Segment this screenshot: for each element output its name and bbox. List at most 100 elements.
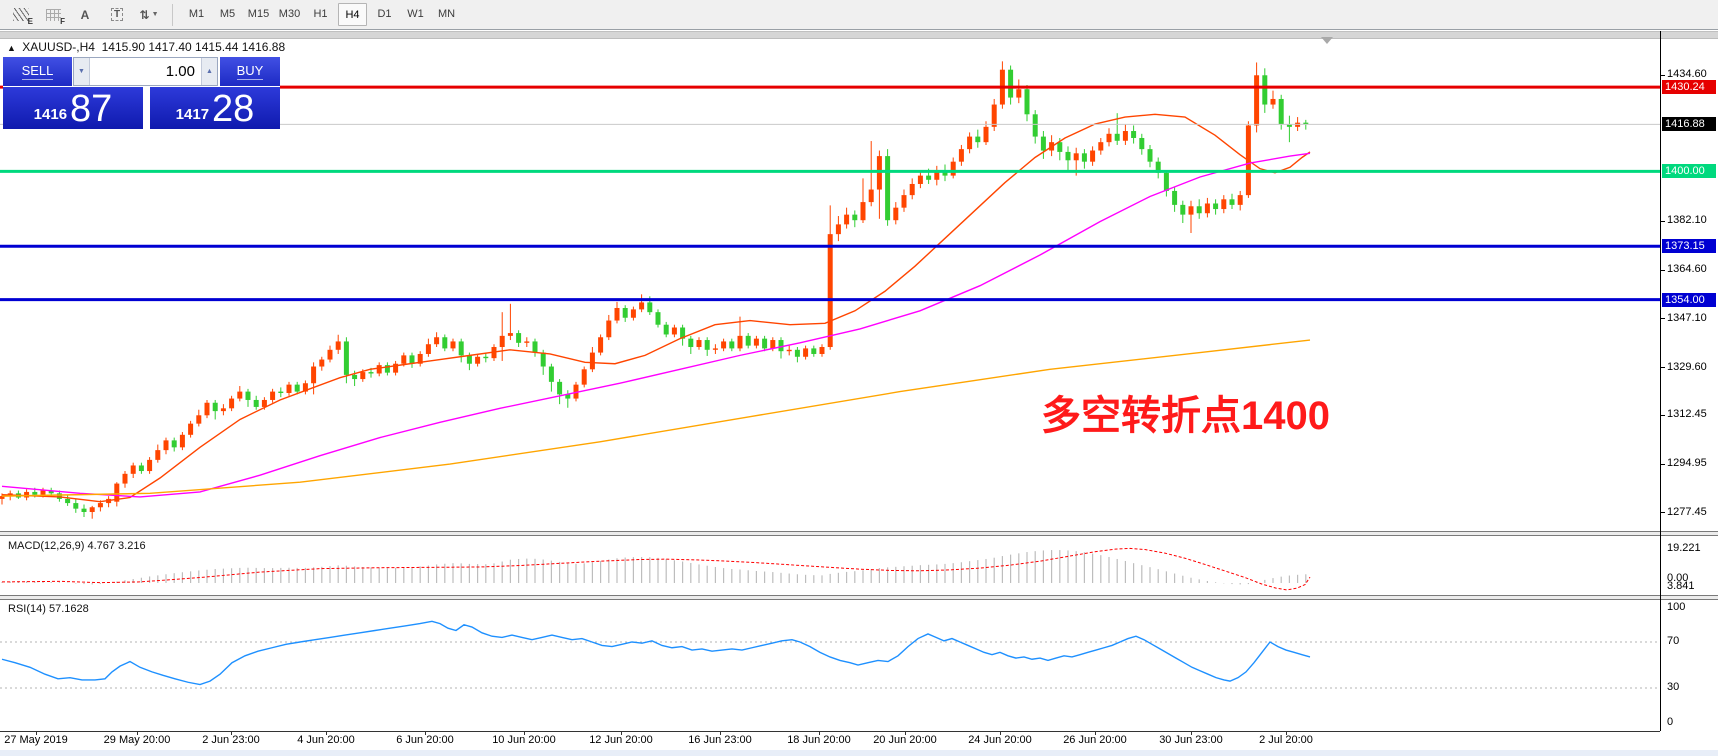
sell-price-pips: 87 [70,88,113,130]
chart-scrollbar[interactable] [0,31,1718,39]
hatch-glyph [13,8,29,21]
price-tick-mark [1660,414,1665,416]
volume-increase-button[interactable]: ▲ [201,58,217,85]
text-a-icon[interactable]: A [72,4,98,26]
time-tick-label: 2 Jul 20:00 [1259,734,1313,746]
rsi-scale-label: 30 [1667,681,1680,693]
rsi-label: RSI(14) 57.1628 [8,603,89,615]
time-tick-mark [1095,731,1096,735]
time-tick-mark [137,731,138,735]
time-tick-label: 24 Jun 20:00 [968,734,1032,746]
time-tick-mark [621,731,622,735]
rsi-scale-label: 100 [1667,600,1686,613]
timeframe-button-d1[interactable]: D1 [377,7,392,20]
one-click-trade-panel: SELL ▼ 1.00 ▲ BUY 1416 87 1417 28 [3,57,280,129]
buy-price-pips: 28 [212,88,255,130]
symbol-ohlc-values: 1415.90 1417.40 1415.44 1416.88 [101,40,286,54]
icon-sub-f: F [60,16,65,26]
timeframe-button-h1[interactable]: H1 [313,7,328,20]
price-tick-label: 1294.95 [1667,457,1707,470]
time-tick-label: 6 Jun 20:00 [396,734,454,746]
time-tick-mark [1286,731,1287,735]
volume-decrease-button[interactable]: ▼ [74,58,90,85]
price-tick-mark [1660,512,1665,514]
price-level-label: 1400.00 [1662,164,1716,179]
time-tick-label: 20 Jun 20:00 [873,734,937,746]
chart-shift-marker-icon[interactable] [1321,37,1333,44]
price-tick-mark [1660,318,1665,320]
buy-price-display[interactable]: 1417 28 [150,87,280,129]
time-tick-mark [1000,731,1001,735]
chevron-down-icon[interactable]: ▼ [151,11,159,18]
time-tick-mark [231,731,232,735]
rsi-line [1,620,1311,686]
price-tick-mark [1660,74,1665,76]
time-tick-mark [425,731,426,735]
time-axis-border [0,731,1660,732]
buy-button[interactable]: BUY [220,57,280,86]
t-glyph: T [110,8,124,21]
volume-input[interactable]: 1.00 [165,63,195,80]
time-tick-mark [524,731,525,735]
time-tick-label: 27 May 2019 [4,734,68,746]
price-tick-label: 1347.10 [1667,311,1707,324]
time-tick-mark [1191,731,1192,735]
rsi-scale-label: 70 [1667,635,1680,647]
ma-fast [1,113,1311,503]
time-tick-label: 18 Jun 20:00 [787,734,851,746]
volume-stepper: ▼ 1.00 ▲ [73,57,218,86]
trade-panel-price-row: 1416 87 1417 28 [3,87,280,129]
time-tick-mark [720,731,721,735]
time-tick-mark [819,731,820,735]
macd-scale-min: 3.841 [1667,580,1695,592]
collapse-triangle-icon[interactable]: ▲ [7,43,16,53]
timeframe-button-m1[interactable]: M1 [188,7,205,20]
sort-arrows-icon[interactable]: ⇅ ▼ [136,4,162,26]
time-tick-mark [36,731,37,735]
window-bottom-strip [0,750,1718,756]
ma-slow [1,339,1311,497]
sell-button-label: SELL [21,63,54,80]
main-macd-separator[interactable] [0,531,1718,536]
grid-f-icon[interactable]: F [40,4,66,26]
symbol-header: ▲ XAUUSD-,H4 1415.90 1417.40 1415.44 141… [7,40,285,54]
timeframe-button-h4[interactable]: H4 [338,3,367,26]
price-level-label: 1430.24 [1662,80,1716,95]
time-tick-label: 12 Jun 20:00 [589,734,653,746]
window-top-border [0,29,1718,30]
time-tick-label: 2 Jun 23:00 [202,734,260,746]
buy-price-main: 1417 [175,106,210,123]
price-tick-mark [1660,463,1665,465]
time-tick-label: 26 Jun 20:00 [1063,734,1127,746]
sell-price-display[interactable]: 1416 87 [3,87,143,129]
macd-label: MACD(12,26,9) 4.767 3.216 [8,540,146,552]
icon-sub-e: E [27,16,33,26]
trade-panel-top-row: SELL ▼ 1.00 ▲ BUY [3,57,280,86]
macd-scale-max: 19.221 [1667,542,1701,554]
time-tick-label: 16 Jun 23:00 [688,734,752,746]
chart-hatch-icon[interactable]: E [8,4,34,26]
macd-rsi-separator[interactable] [0,595,1718,600]
timeframe-button-m30[interactable]: M30 [278,7,301,20]
price-tick-mark [1660,269,1665,271]
timeframe-button-m15[interactable]: M15 [247,7,270,20]
price-tick-label: 1434.60 [1667,68,1707,80]
timeframe-group: M1 M5 M15 M30 H1 H4 D1 W1 MN [181,3,462,26]
price-tick-mark [1660,367,1665,369]
timeframe-button-mn[interactable]: MN [437,7,456,20]
arrows-glyph: ⇅ [139,7,150,22]
text-box-icon[interactable]: T [104,4,130,26]
price-level-label: 1373.15 [1662,239,1716,254]
sell-price-main: 1416 [33,106,68,123]
timeframe-button-m5[interactable]: M5 [219,7,236,20]
price-tick-mark [1660,220,1665,222]
macd-scale-zero: 0.00 [1667,572,1689,584]
price-level-label: 1416.88 [1662,117,1716,132]
price-tick-label: 1329.60 [1667,360,1707,373]
timeframe-button-w1[interactable]: W1 [407,7,424,20]
toolbar-separator [172,3,173,26]
sell-button[interactable]: SELL [3,57,72,86]
toolbar-icon-group: E F A T ⇅ ▼ [0,4,162,26]
